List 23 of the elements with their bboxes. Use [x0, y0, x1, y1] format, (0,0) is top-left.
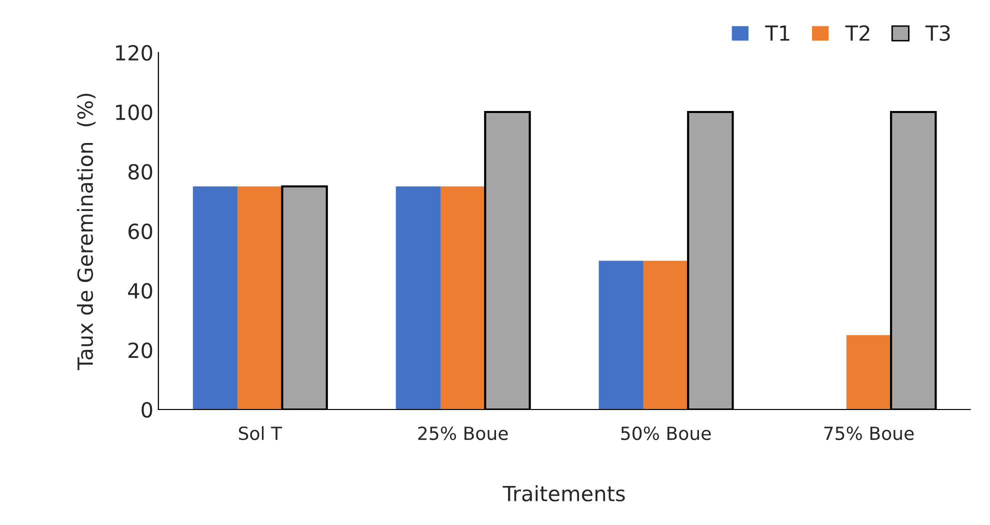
bar: [643, 260, 688, 410]
x-tick-label: 25% Boue: [418, 426, 508, 440]
y-tick-label: 0: [142, 402, 152, 418]
legend-label: T1: [765, 25, 790, 41]
y-tick-label: 20: [128, 342, 152, 358]
x-tick-label: 75% Boue: [824, 426, 914, 440]
x-tick-label: 50% Boue: [621, 426, 711, 440]
bar: [238, 186, 282, 410]
bar: [598, 260, 644, 410]
y-tick-label: 120: [116, 44, 152, 61]
y-tick-label: 60: [128, 223, 152, 240]
bar: [440, 186, 486, 410]
legend-label: T3: [925, 25, 950, 41]
y-tick-label: 40: [128, 282, 152, 299]
legend-label: T2: [845, 25, 870, 41]
bar: [846, 335, 892, 410]
y-tick-label: 100: [116, 104, 152, 120]
y-axis-title: Taux de Geremination (%): [76, 94, 96, 370]
bar: [396, 186, 440, 410]
x-axis-title: Traitements: [502, 485, 625, 502]
y-tick-label: 80: [128, 164, 152, 180]
x-tick-label: Sol T: [238, 426, 282, 440]
bar: [192, 186, 238, 410]
